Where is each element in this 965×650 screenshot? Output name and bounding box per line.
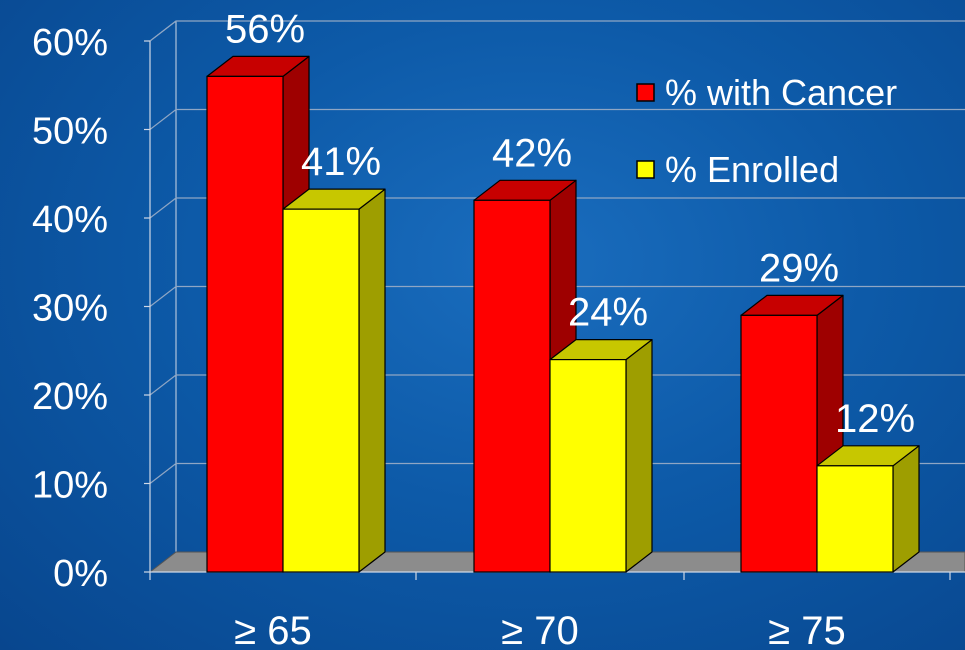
bar: [282, 188, 386, 573]
bar-side-face: [358, 188, 386, 573]
legend-item: % Enrolled: [636, 149, 839, 190]
data-labels: 56% 42% 29% 41% 24% 12%: [225, 7, 915, 440]
bar-front-face: [282, 208, 360, 573]
bar-front-face: [206, 75, 284, 573]
x-tick-label: ≥ 75: [768, 609, 846, 650]
x-axis: ≥ 65 ≥ 70 ≥ 75: [149, 572, 951, 650]
legend-swatch: [636, 160, 655, 179]
legend-label: % Enrolled: [665, 149, 839, 190]
legend: % with Cancer % Enrolled: [636, 72, 897, 190]
data-label: 24%: [568, 291, 648, 335]
bar-side-face: [625, 339, 653, 573]
bar-front-face: [740, 314, 818, 573]
y-tick-label: 20%: [32, 376, 108, 418]
data-label: 41%: [301, 140, 381, 184]
y-tick-label: 60%: [32, 22, 108, 64]
data-label: 29%: [759, 246, 839, 290]
gridline: [149, 197, 965, 219]
bar-front-face: [816, 465, 894, 573]
bar-side-face: [892, 445, 920, 573]
data-label: 42%: [492, 131, 572, 175]
gridline: [149, 285, 965, 307]
data-label: 12%: [835, 397, 915, 441]
bar-front-face: [473, 199, 551, 573]
gridline: [149, 462, 965, 484]
y-tick-label: 50%: [32, 111, 108, 153]
gridline: [149, 108, 965, 130]
gridline: [149, 374, 965, 396]
gridlines: [149, 20, 965, 484]
x-tick-label: ≥ 70: [501, 609, 579, 650]
legend-item: % with Cancer: [636, 72, 897, 113]
y-tick-label: 0%: [53, 553, 108, 595]
y-tick-label: 10%: [32, 465, 108, 507]
y-tick-label: 40%: [32, 199, 108, 241]
bars: [206, 55, 920, 573]
bar-front-face: [549, 359, 627, 573]
bar: [816, 445, 920, 573]
x-tick-label: ≥ 65: [234, 609, 312, 650]
data-label: 56%: [225, 7, 305, 51]
gridline: [149, 20, 965, 42]
legend-swatch: [636, 83, 655, 102]
bar: [549, 339, 653, 573]
chart-walls: [149, 20, 177, 552]
y-axis: 0% 10% 20% 30% 40% 50% 60%: [32, 22, 151, 595]
y-tick-label: 30%: [32, 288, 108, 330]
legend-label: % with Cancer: [665, 72, 897, 113]
